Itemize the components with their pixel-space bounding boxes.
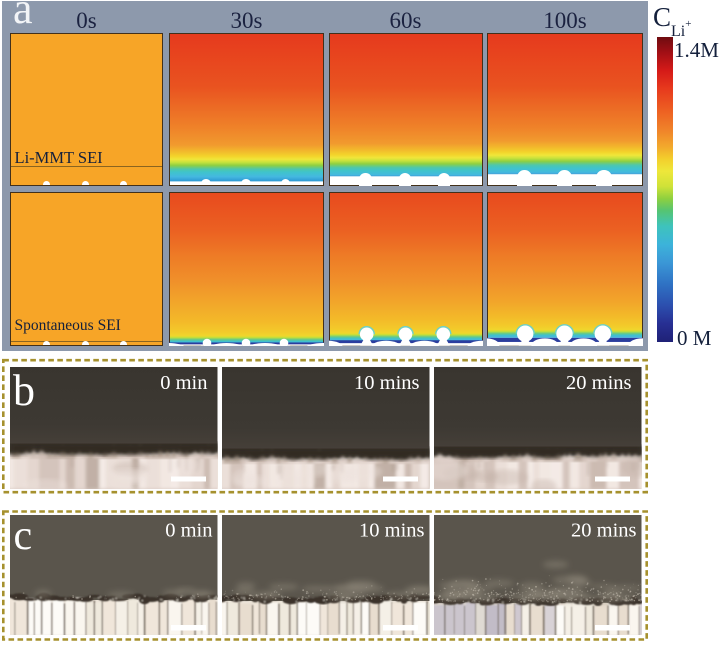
svg-text:0 min: 0 min [165, 520, 212, 542]
svg-text:10 mins: 10 mins [359, 520, 425, 542]
svg-text:0 min: 0 min [160, 372, 207, 394]
svg-text:20 mins: 20 mins [571, 520, 637, 542]
svg-text:20 mins: 20 mins [566, 372, 632, 394]
svg-text:10 mins: 10 mins [354, 372, 420, 394]
